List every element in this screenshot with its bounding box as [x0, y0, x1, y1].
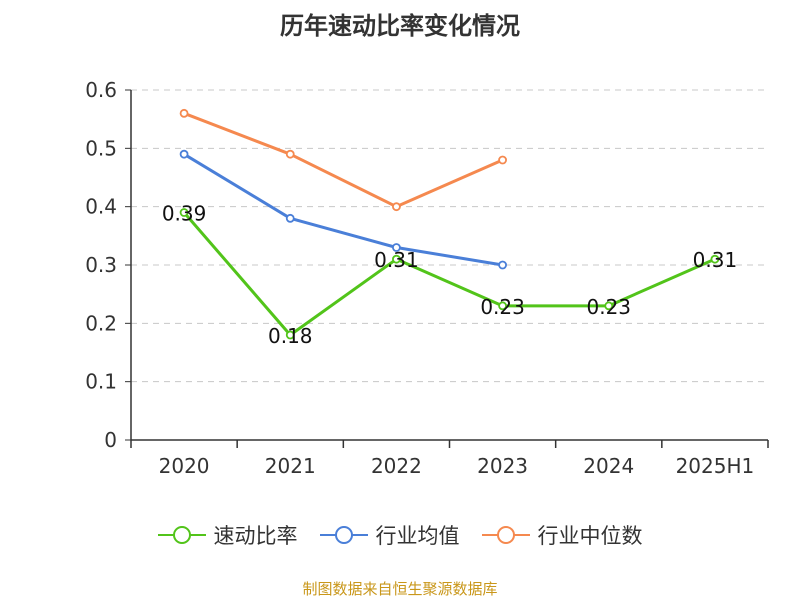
- data-point: [498, 260, 507, 270]
- y-tick-label: 0.2: [85, 311, 117, 335]
- chart-title: 历年速动比率变化情况: [280, 12, 520, 40]
- series-line: [182, 211, 716, 337]
- series-line: [183, 111, 504, 209]
- legend-item-industry-median[interactable]: 行业中位数: [481, 520, 643, 550]
- data-point: [392, 202, 401, 212]
- data-point: [392, 243, 401, 252]
- x-tick-label: 2021: [265, 454, 316, 478]
- y-tick-label: 0.1: [85, 370, 117, 394]
- data-label: 0.18: [268, 324, 313, 348]
- y-tick-label: 0.6: [85, 78, 117, 102]
- x-tick-label: 2023: [477, 454, 528, 478]
- data-point: [179, 108, 189, 118]
- data-label: 0.39: [162, 202, 207, 226]
- legend-swatch-icon: [157, 526, 206, 544]
- legend-swatch-icon: [319, 526, 368, 544]
- y-tick-label: 0: [104, 428, 117, 452]
- legend-item-quick-ratio[interactable]: 速动比率: [157, 520, 298, 550]
- data-label: 0.31: [693, 248, 738, 272]
- data-point: [392, 254, 401, 264]
- data-point: [179, 208, 189, 217]
- x-tick-label: 2020: [159, 454, 210, 478]
- legend-label: 行业均值: [375, 524, 460, 548]
- y-tick-label: 0.3: [85, 253, 117, 277]
- legend-label: 速动比率: [213, 524, 298, 548]
- data-point: [498, 155, 507, 165]
- data-point: [285, 330, 295, 340]
- data-point: [498, 301, 507, 311]
- series-line: [183, 152, 503, 267]
- chart-legend: 速动比率 行业均值 行业中位数: [0, 520, 800, 550]
- legend-swatch-icon: [481, 526, 530, 544]
- x-tick-label: 2022: [371, 454, 422, 478]
- legend-item-industry-mean[interactable]: 行业均值: [319, 520, 460, 550]
- x-tick-label: 2024: [583, 454, 634, 478]
- y-tick-label: 0.5: [85, 136, 117, 160]
- data-label: 0.23: [480, 295, 525, 319]
- data-label: 0.31: [374, 248, 419, 272]
- y-tick-label: 0.4: [85, 195, 117, 219]
- x-tick-label: 2025H1: [676, 454, 755, 478]
- data-point: [285, 149, 295, 159]
- data-point: [604, 301, 614, 311]
- data-point: [710, 254, 720, 264]
- data-point: [179, 149, 189, 159]
- data-point: [285, 213, 295, 223]
- data-label: 0.23: [586, 295, 631, 319]
- data-source-note: 制图数据来自恒生聚源数据库: [302, 580, 498, 598]
- legend-label: 行业中位数: [537, 524, 643, 548]
